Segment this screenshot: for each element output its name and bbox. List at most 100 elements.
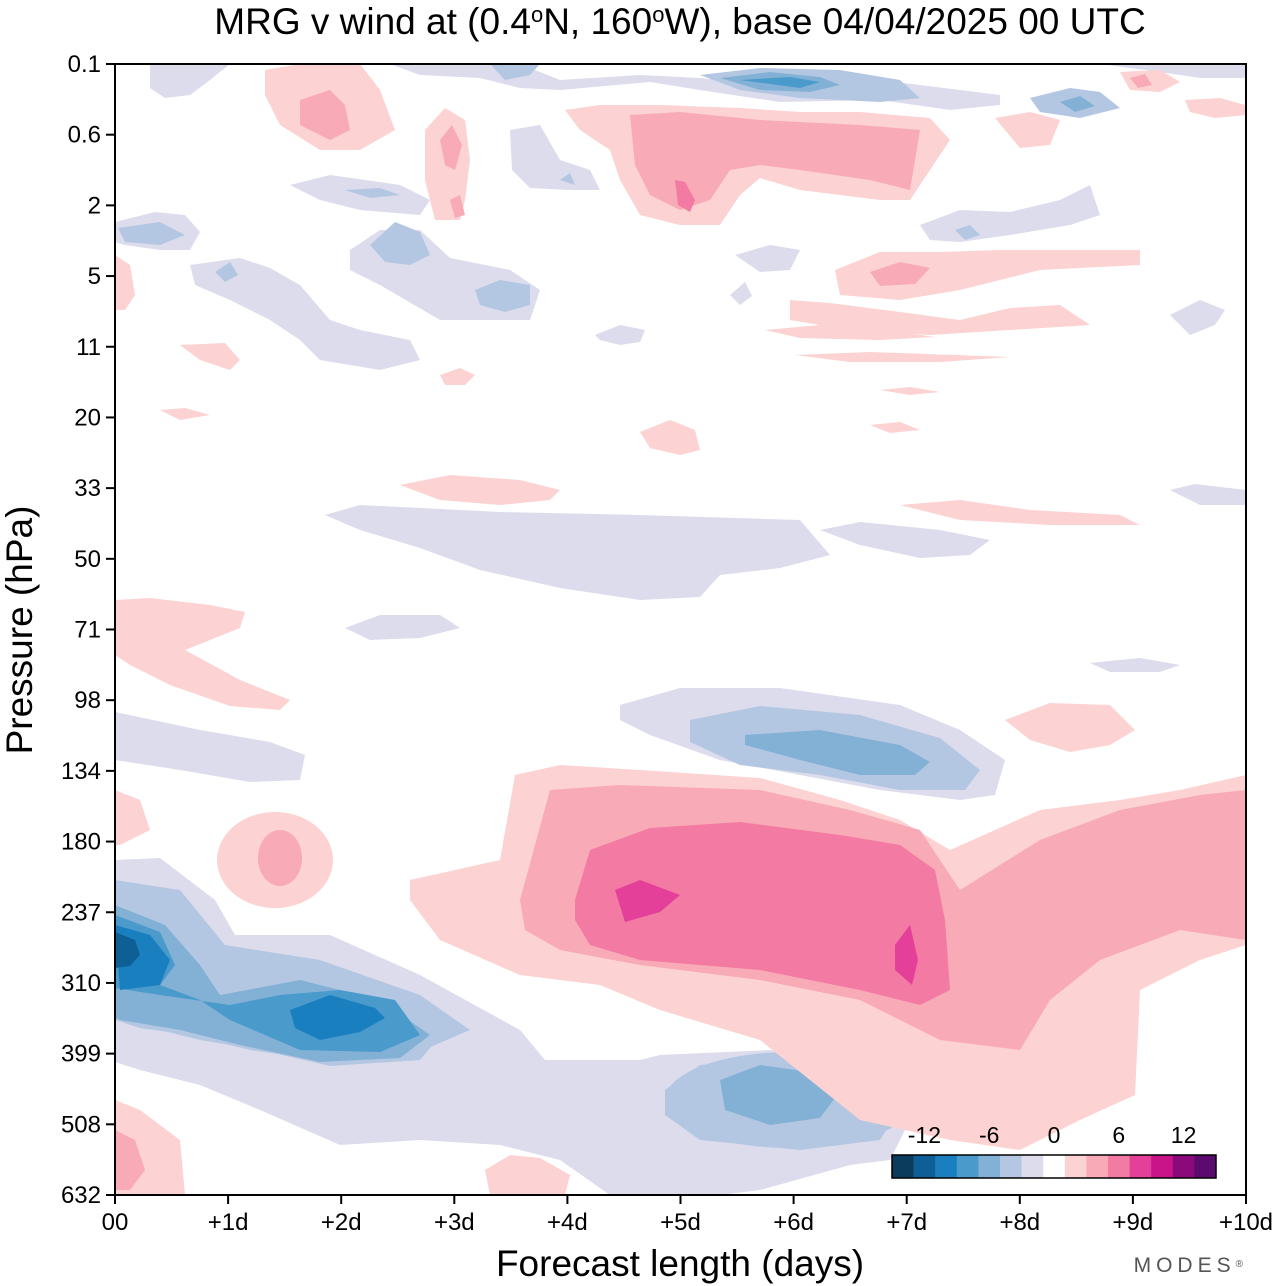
contour-region	[440, 125, 462, 170]
x-tick-label: 00	[102, 1209, 129, 1236]
colorbar-label: -12	[908, 1122, 941, 1148]
x-axis-label: Forecast length (days)	[496, 1243, 864, 1284]
contour-region	[345, 615, 460, 640]
contour-region	[115, 790, 150, 845]
y-tick-label: 0.6	[68, 122, 101, 149]
colorbar-swatch	[1129, 1155, 1152, 1178]
y-tick-label: 632	[61, 1182, 101, 1209]
contour-region	[1130, 74, 1152, 88]
contour-region	[325, 505, 830, 600]
colorbar-swatch	[978, 1155, 1001, 1178]
contour-region	[290, 175, 430, 215]
contour-region	[640, 420, 700, 455]
contour-region	[870, 422, 920, 433]
colorbar-swatch	[1000, 1155, 1022, 1178]
y-tick-label: 508	[61, 1111, 101, 1138]
x-tick-label: +7d	[886, 1209, 927, 1236]
title-degree-1: o	[531, 2, 543, 27]
x-tick-label: +4d	[547, 1209, 588, 1236]
title-part-1: MRG v wind at (0.4	[214, 1, 531, 42]
colorbar-swatch	[1108, 1155, 1130, 1178]
contour-region	[190, 258, 420, 370]
contour-region	[895, 925, 918, 985]
contour-region	[880, 387, 940, 395]
colorbar-swatch	[956, 1155, 979, 1178]
colorbar-swatch	[935, 1155, 958, 1178]
y-tick-label: 98	[74, 687, 101, 714]
contour-region	[730, 282, 752, 305]
contour-region	[115, 598, 290, 710]
colorbar-label: 0	[1048, 1122, 1061, 1148]
y-tick-label: 134	[61, 758, 101, 785]
contour-region	[720, 1065, 835, 1125]
y-tick-label: 71	[74, 617, 101, 644]
x-tick-label: +5d	[660, 1209, 701, 1236]
contour-region	[300, 90, 350, 140]
y-tick-label: 33	[74, 475, 101, 502]
brand-text: MODES	[1134, 1254, 1236, 1277]
contour-region	[115, 1130, 145, 1190]
colorbar-swatch	[1194, 1155, 1217, 1178]
contour-region	[615, 880, 680, 922]
y-axis: 0.1 0.6 2 5 11 20 33 50 71 98 134 180 237 310 399 508 63…	[61, 51, 115, 1209]
contour-region	[370, 222, 430, 265]
contour-region	[835, 250, 1140, 300]
y-tick-label: 2	[88, 192, 101, 219]
x-tick-label: +8d	[999, 1209, 1040, 1236]
brand-mark: ®	[1236, 1259, 1248, 1270]
y-tick-label: 11	[76, 334, 101, 361]
contour-fills	[115, 64, 1246, 1195]
contour-region	[745, 730, 930, 775]
contour-region	[440, 368, 475, 385]
colorbar-swatch	[1064, 1155, 1087, 1178]
y-tick-label: 20	[74, 404, 101, 431]
contour-region	[1120, 70, 1180, 92]
y-tick-label: 5	[88, 263, 101, 290]
contour-region	[1215, 820, 1246, 870]
x-tick-label: +10d	[1219, 1209, 1273, 1236]
brand-label: MODES®	[1134, 1254, 1248, 1277]
contour-region	[560, 173, 575, 185]
x-tick-label: +3d	[434, 1209, 475, 1236]
contour-region	[400, 475, 560, 505]
contour-region	[995, 112, 1060, 148]
title-part-3: W), base 04/04/2025 00 UTC	[664, 1, 1145, 42]
contour-region	[1195, 64, 1246, 72]
contour-region	[765, 325, 935, 340]
contour-region	[1185, 98, 1246, 118]
contour-region	[510, 125, 600, 190]
contour-region	[735, 245, 800, 272]
contour-region	[630, 112, 920, 210]
y-axis-label: Pressure (hPa)	[0, 506, 40, 755]
contour-region	[160, 408, 210, 420]
colorbar-swatch	[892, 1155, 914, 1178]
x-tick-label: +1d	[208, 1209, 249, 1236]
contour-region	[475, 280, 530, 312]
contour-region	[1170, 300, 1225, 335]
contour-region	[575, 822, 950, 1005]
colorbar-swatch	[913, 1155, 936, 1178]
contour-region	[115, 712, 305, 782]
contour-region	[1060, 96, 1095, 112]
y-tick-label: 50	[74, 546, 101, 573]
colorbar: -12 -6 0 6 12	[891, 1122, 1217, 1179]
contour-region	[180, 343, 240, 370]
chart-title: MRG v wind at (0.4oN, 160oW), base 04/04…	[214, 1, 1145, 42]
contour-region	[1005, 703, 1135, 752]
contour-region	[795, 352, 1010, 362]
contour-region	[150, 64, 230, 98]
title-degree-2: o	[652, 2, 664, 27]
contour-region	[490, 64, 540, 80]
contour-region	[390, 64, 1000, 110]
contour-region	[955, 225, 980, 240]
contour-region	[118, 222, 185, 245]
y-tick-label: 237	[61, 899, 101, 926]
colorbar-swatch	[1151, 1155, 1174, 1178]
colorbar-label: 12	[1171, 1122, 1197, 1148]
y-tick-label: 399	[61, 1041, 101, 1068]
contour-region	[595, 325, 645, 345]
colorbar-label: 6	[1112, 1122, 1125, 1148]
colorbar-swatch	[1172, 1155, 1195, 1178]
contour-region	[1170, 484, 1246, 505]
